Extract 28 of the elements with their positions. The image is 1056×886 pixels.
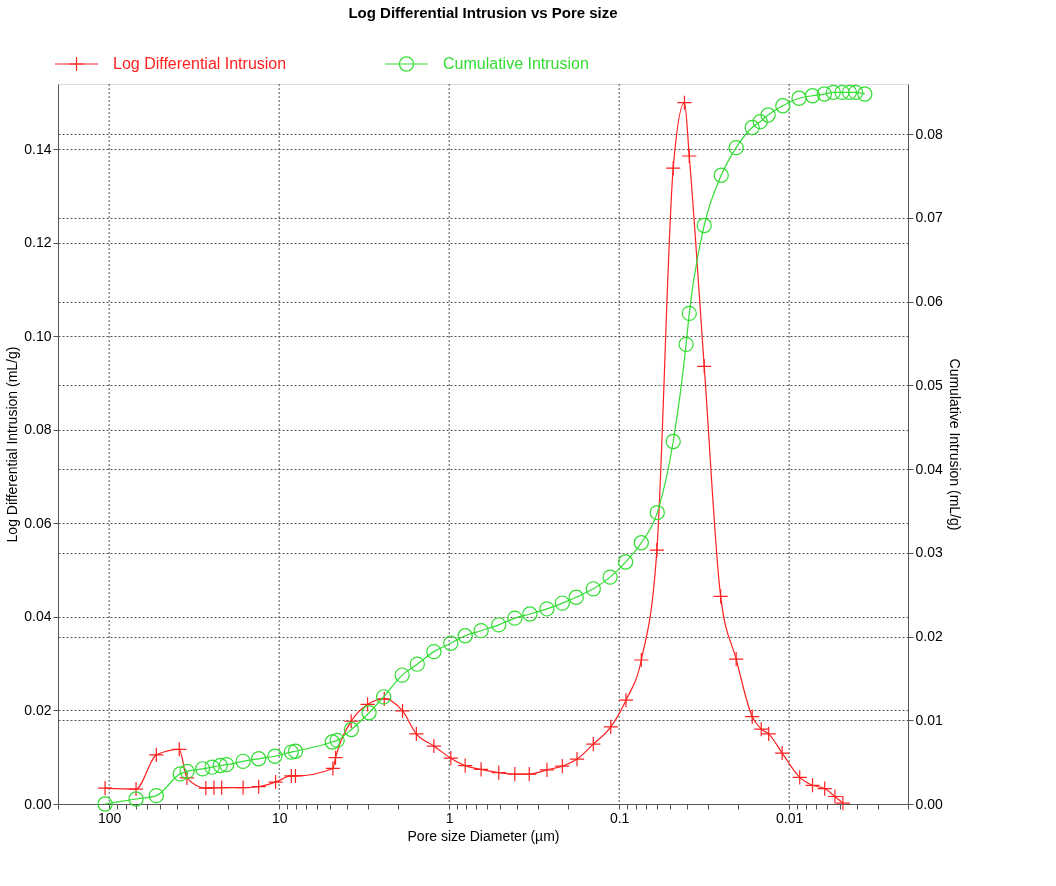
chart-title: Log Differential Intrusion vs Pore size xyxy=(348,3,618,21)
x-tick-label: 1 xyxy=(445,809,454,826)
y2-tick-label: 0.06 xyxy=(915,293,943,310)
y-axis-title: Log Differential Intrusion (mL/g) xyxy=(4,346,21,543)
y2-tick-label: 0.07 xyxy=(915,209,943,226)
y-tick-label: 0.02 xyxy=(24,701,52,718)
y2-tick-label: 0.00 xyxy=(915,795,943,812)
y2-tick-label: 0.01 xyxy=(915,711,943,728)
y-tick-label: 0.04 xyxy=(24,608,52,625)
y-tick-label: 0.06 xyxy=(24,514,52,531)
x-tick-label: 0.01 xyxy=(776,809,804,826)
y2-tick-label: 0.08 xyxy=(915,125,943,142)
y-tick-label: 0.08 xyxy=(24,421,52,438)
x-axis-title: Pore size Diameter (µm) xyxy=(407,827,560,844)
y-tick-label: 0.10 xyxy=(24,327,52,344)
y2-tick-label: 0.04 xyxy=(915,460,943,477)
y-tick-label: 0.14 xyxy=(24,140,52,157)
x-tick-label: 10 xyxy=(271,809,288,826)
y2-tick-label: 0.02 xyxy=(915,628,943,645)
legend-label: Log Differential Intrusion xyxy=(113,55,287,72)
y2-tick-label: 0.03 xyxy=(915,544,943,561)
y-tick-label: 0.12 xyxy=(24,234,52,251)
x-tick-label: 100 xyxy=(98,809,122,826)
y-tick-label: 0.00 xyxy=(24,795,52,812)
y2-tick-label: 0.05 xyxy=(915,376,943,393)
x-tick-label: 0.1 xyxy=(609,809,630,826)
legend-label: Cumulative Intrusion xyxy=(443,55,589,72)
y2-axis-title: Cumulative Intrusion (mL/g) xyxy=(946,358,963,531)
